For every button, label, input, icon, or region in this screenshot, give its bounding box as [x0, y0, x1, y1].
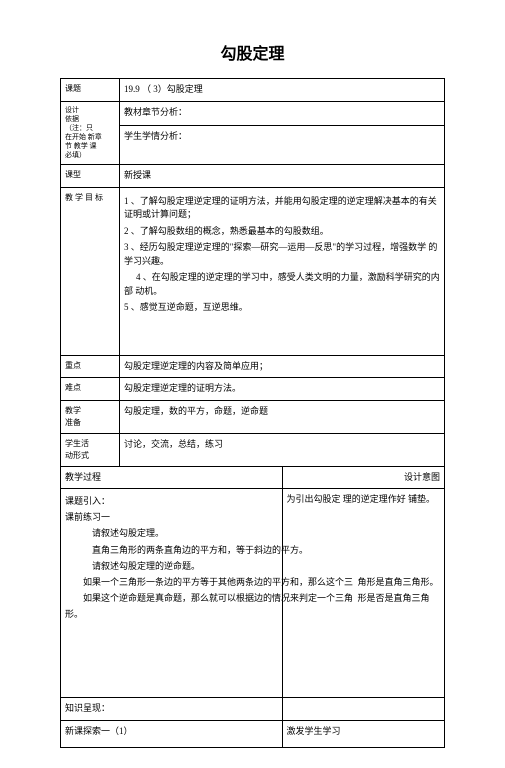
- basis-value-2: 学生学情分析：: [120, 125, 445, 164]
- process-line: 课题引入：: [65, 493, 278, 509]
- prep-label: 教学 准备: [61, 400, 120, 433]
- topic-label: 课题: [61, 79, 120, 102]
- topic-value: 19.9 （ 3）勾股定理: [120, 79, 445, 102]
- process-line: 请叙述勾股定理的逆命题。: [65, 558, 278, 574]
- obj-item: 5 、感觉互逆命题，互逆思维。: [124, 301, 440, 315]
- process-line: 如果这个逆命题是真命题，那么就可以根据边的情况来判定一个三角 形是否是直角三角: [65, 590, 278, 606]
- design-empty: [282, 698, 445, 721]
- process-line: 课前练习一: [65, 509, 278, 525]
- keypoint-label: 重点: [61, 355, 120, 378]
- process-line: 直角三角形的两条直角边的平方和，等于斜边的平方。: [65, 542, 278, 558]
- objectives-label: 教 学 目 标: [61, 187, 120, 355]
- lesson-plan-table: 课题 19.9 （ 3）勾股定理 设计 依据 （注：只 在开始 新章 节 教学 …: [60, 78, 445, 748]
- obj-item: 4 、在勾股定理的逆定理的学习中，感受人类文明的力量，激励科学研究的内 部 动机…: [124, 271, 440, 298]
- explore-right: 激发学生学习: [282, 720, 445, 747]
- design-header: 设计意图: [282, 466, 445, 489]
- difficulty-label: 难点: [61, 378, 120, 401]
- objectives-value: 1 、了解勾股定理逆定理的证明方法，并能用勾股定理的逆定理解决基本的有关 证明或…: [120, 187, 445, 355]
- obj-item: 1 、了解勾股定理逆定理的证明方法，并能用勾股定理的逆定理解决基本的有关 证明或…: [124, 195, 440, 222]
- basis-value-1: 教材章节分析：: [120, 101, 445, 125]
- knowledge-label: 知识呈现：: [61, 698, 283, 721]
- activity-value: 讨论，交流，总结，练习: [120, 433, 445, 466]
- difficulty-value: 勾股定理逆定理的证明方法。: [120, 378, 445, 401]
- explore-label: 新课探索一（1）: [61, 720, 283, 747]
- page-title: 勾股定理: [60, 40, 445, 64]
- process-line: 形。: [65, 606, 278, 622]
- obj-item: 3 、经历勾股定理逆定理的"探索—研究—运用—反思"的学习过程，增强数学 的学习…: [124, 241, 440, 268]
- process-line: 如果一个三角形一条边的平方等于其他两条边的平方和，那么这个三 角形是直角三角形。: [65, 574, 278, 590]
- basis-label: 设计 依据 （注：只 在开始 新章 节 教学 课 必填）: [61, 101, 120, 165]
- type-value: 新授课: [120, 165, 445, 188]
- process-body: 课题引入： 课前练习一 请叙述勾股定理。 直角三角形的两条直角边的平方和，等于斜…: [61, 489, 283, 698]
- activity-label: 学生活 动形式: [61, 433, 120, 466]
- keypoint-value: 勾股定理逆定理的内容及简单应用；: [120, 355, 445, 378]
- obj-item: 2 、了解勾股数组的概念，熟悉最基本的勾股数组。: [124, 225, 440, 239]
- process-header: 教学过程: [61, 466, 283, 489]
- process-line: 请叙述勾股定理。: [65, 525, 278, 541]
- type-label: 课型: [61, 165, 120, 188]
- prep-value: 勾股定理，数的平方，命题，逆命题: [120, 400, 445, 433]
